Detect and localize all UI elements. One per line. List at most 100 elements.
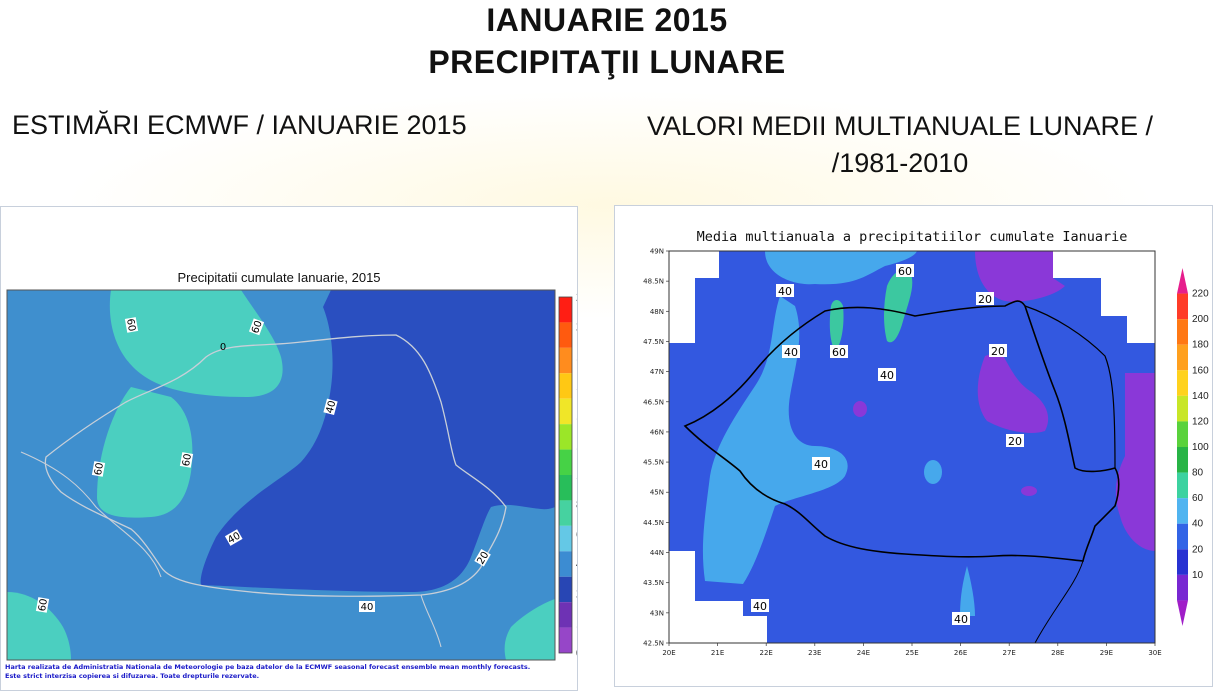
right-lon-tick: 22E xyxy=(760,649,773,657)
right-lon-tick: 26E xyxy=(954,649,967,657)
right-contour-label: 40 xyxy=(814,458,828,471)
right-colorbar-swatch xyxy=(1177,319,1188,345)
left-contour-labels: 60 60 0 60 60 40 40 40 20 60 xyxy=(35,317,491,613)
right-region-20-sea xyxy=(1115,373,1155,551)
right-spot-20-b xyxy=(1021,486,1037,496)
right-contour-label: 40 xyxy=(784,346,798,359)
left-credit-line1: Harta realizata de Administratia Nationa… xyxy=(5,663,531,671)
left-contour-label: 60 xyxy=(250,319,265,335)
ecmwf-forecast-map: Precipitatii cumulate Ianuarie, 2015 60 … xyxy=(6,270,577,661)
left-colorbar-tick: 120 xyxy=(576,438,577,452)
left-colorbar-tick: 100 xyxy=(576,468,577,482)
left-colorbar-tick: 10 xyxy=(576,616,577,630)
right-lat-tick: 47.5N xyxy=(643,338,664,346)
left-colorbar-swatch xyxy=(559,322,572,348)
right-colorbar-tick: 120 xyxy=(1192,416,1209,427)
right-lat-tick: 44.5N xyxy=(643,519,664,527)
right-colorbar-tick: 180 xyxy=(1192,340,1209,351)
right-lat-tick: 46.5N xyxy=(643,398,664,406)
left-contour-label: 40 xyxy=(361,602,374,613)
right-colorbar-swatch xyxy=(1177,370,1188,396)
right-contour-label: 40 xyxy=(753,600,767,613)
right-lon-tick: 25E xyxy=(905,649,918,657)
climatology-map: Media multianuala a precipitatiilor cumu… xyxy=(643,229,1209,657)
right-spot-20-a xyxy=(853,401,867,417)
right-lon-tick: 30E xyxy=(1148,649,1161,657)
left-region-60-southwest xyxy=(7,592,71,660)
right-colorbar-tick: 60 xyxy=(1192,493,1204,504)
left-precip-field xyxy=(6,289,556,661)
right-lat-tick: 45N xyxy=(650,489,664,497)
right-colorbar-swatch xyxy=(1177,293,1188,320)
right-contour-label: 40 xyxy=(880,369,894,382)
left-region-60-west xyxy=(97,387,193,518)
right-region-20-east xyxy=(977,351,1049,433)
right-contour-label: 20 xyxy=(991,345,1005,358)
left-colorbar-swatch xyxy=(559,373,572,399)
right-lon-tick: 24E xyxy=(857,649,870,657)
right-lon-tick: 28E xyxy=(1051,649,1064,657)
left-colorbar-swatch xyxy=(559,297,572,323)
right-colorbar-swatch xyxy=(1177,421,1188,447)
right-lon-tick: 23E xyxy=(808,649,821,657)
left-colorbar-swatch xyxy=(559,500,572,526)
left-colorbar: 22020018016014012010080604020100 xyxy=(558,290,577,660)
left-colorbar-tick: 160 xyxy=(576,379,577,393)
right-colorbar-tick: 80 xyxy=(1192,468,1204,479)
right-country-border xyxy=(683,300,1120,562)
right-lat-tick: 46N xyxy=(650,428,664,436)
left-colorbar-swatch xyxy=(559,627,572,653)
right-colorbar-swatch xyxy=(1177,344,1188,371)
right-colorbar-tick: 40 xyxy=(1192,519,1204,530)
left-colorbar-swatch xyxy=(559,551,572,577)
right-spot-40 xyxy=(924,460,942,484)
right-lat-tick: 43N xyxy=(650,609,664,617)
right-colorbar-swatch xyxy=(1177,498,1188,524)
ecmwf-forecast-map-panel: Precipitatii cumulate Ianuarie, 2015 60 … xyxy=(0,206,578,691)
right-map-heading: VALORI MEDII MULTIANUALE LUNARE / /1981-… xyxy=(600,108,1200,182)
left-contour-label: 60 xyxy=(181,453,194,467)
left-credit-line2: Este strict interzisa copierea si difuza… xyxy=(5,672,260,680)
right-colorbar-swatch xyxy=(1177,268,1188,294)
right-moldova-border xyxy=(1024,305,1116,469)
right-colorbar-tick: 200 xyxy=(1192,314,1209,325)
right-contour-labels: 60 40 20 40 60 40 20 20 40 40 40 xyxy=(751,264,1024,626)
right-colorbar-swatch xyxy=(1177,472,1188,499)
right-map-title: Media multianuala a precipitatiilor cumu… xyxy=(697,229,1128,245)
right-contour-label: 40 xyxy=(778,285,792,298)
left-country-border xyxy=(44,334,507,597)
right-colorbar-tick: 220 xyxy=(1192,289,1209,300)
right-colorbar-tick: 100 xyxy=(1192,442,1209,453)
left-map-title: Precipitatii cumulate Ianuarie, 2015 xyxy=(177,270,380,285)
right-lat-tick: 48.5N xyxy=(643,278,664,286)
left-colorbar-tick: 220 xyxy=(576,290,577,304)
left-colorbar-swatch xyxy=(559,525,572,552)
right-map-heading-line1: VALORI MEDII MULTIANUALE LUNARE / xyxy=(646,111,1154,141)
nodata-ne xyxy=(1053,251,1155,343)
left-colorbar-swatch xyxy=(559,398,572,425)
left-colorbar-swatch xyxy=(559,602,572,628)
left-region-20-40 xyxy=(200,290,555,592)
right-contour-label: 60 xyxy=(832,346,846,359)
right-colorbar-swatch xyxy=(1177,549,1188,575)
right-south-border xyxy=(1034,560,1084,644)
left-neighbor-border xyxy=(20,451,162,578)
left-colorbar-tick: 0 xyxy=(576,646,577,660)
right-lon-tick: 21E xyxy=(711,649,724,657)
left-colorbar-swatch xyxy=(559,424,572,450)
left-south-border xyxy=(420,594,442,648)
nodata-sw xyxy=(669,551,767,643)
right-colorbar-swatch xyxy=(1177,574,1188,601)
right-lat-tick: 48N xyxy=(650,308,664,316)
page-subtitle: PRECIPITAŢII LUNARE xyxy=(428,44,786,80)
left-map-heading: ESTIMĂRI ECMWF / IANUARIE 2015 xyxy=(12,110,467,140)
right-region-60-b xyxy=(829,300,844,351)
left-contour-label: 60 xyxy=(124,318,137,332)
right-map-heading-line2: /1981-2010 xyxy=(831,148,969,178)
right-colorbar-tick: 140 xyxy=(1192,391,1209,402)
right-region-40-north xyxy=(765,251,917,285)
right-lat-tick: 49N xyxy=(650,248,664,256)
right-lat-tick: 47N xyxy=(650,368,664,376)
left-colorbar-tick: 40 xyxy=(576,557,577,571)
right-lat-tick: 45.5N xyxy=(643,459,664,467)
